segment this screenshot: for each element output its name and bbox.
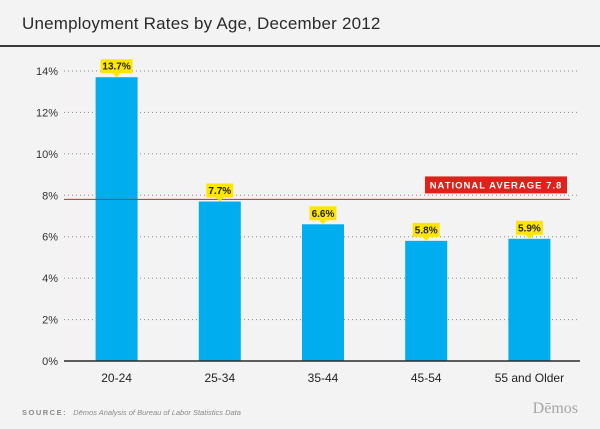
y-tick-label: 8% <box>42 190 58 202</box>
x-tick-label: 20-24 <box>101 371 132 385</box>
data-label-box <box>206 183 234 198</box>
bar-data-labels: 13.7% 7.7% 6.6% 5.8% 5.9% <box>100 59 543 241</box>
data-label-pointer <box>215 197 224 202</box>
data-label-pointer <box>525 234 534 239</box>
data-label-box <box>412 222 440 237</box>
data-label-callout: 5.9% <box>515 220 543 239</box>
data-label: 5.8% <box>415 225 438 236</box>
x-tick-label: 45-54 <box>411 371 442 385</box>
data-label-callout: 5.8% <box>412 222 440 241</box>
y-tick-label: 2% <box>42 315 58 327</box>
data-label-pointer <box>112 73 121 78</box>
source-label: SOURCE: <box>22 408 68 417</box>
data-label-box <box>100 59 133 74</box>
title-divider <box>0 45 600 47</box>
source-text: Dēmos Analysis of Bureau of Labor Statis… <box>73 408 241 417</box>
y-tick-label: 10% <box>36 149 58 161</box>
reference-label-box <box>425 176 567 194</box>
data-label: 6.6% <box>312 209 335 220</box>
brand-logo: Dēmos <box>532 400 578 417</box>
data-label-box <box>515 220 543 235</box>
y-tick-label: 6% <box>42 232 58 244</box>
data-label: 5.9% <box>518 223 541 234</box>
bars <box>95 77 551 361</box>
bar <box>95 77 138 361</box>
y-tick-label: 14% <box>36 66 58 78</box>
bar <box>508 238 551 361</box>
x-axis-tick-labels: 20-24 25-34 35-44 45-54 55 and Older <box>101 371 564 385</box>
bar <box>302 224 344 361</box>
y-tick-label: 4% <box>42 273 58 285</box>
source-note: SOURCE: Dēmos Analysis of Bureau of Labo… <box>22 408 241 417</box>
data-label-box <box>309 206 337 221</box>
data-label-callout: 6.6% <box>309 206 337 225</box>
chart-title: Unemployment Rates by Age, December 2012 <box>22 14 381 33</box>
y-axis-tick-labels: 0% 2% 4% 6% 8% 10% 12% 14% <box>36 66 58 368</box>
bar <box>198 201 241 361</box>
data-label-callout: 13.7% <box>100 59 133 78</box>
reference-label: NATIONAL AVERAGE 7.8 <box>430 180 563 191</box>
national-average-reference: NATIONAL AVERAGE 7.8 <box>64 176 570 200</box>
x-tick-label: 25-34 <box>204 371 235 385</box>
data-label: 13.7% <box>102 62 130 73</box>
data-label-pointer <box>422 236 431 241</box>
x-tick-label: 35-44 <box>308 371 339 385</box>
y-tick-label: 12% <box>36 107 58 119</box>
y-tick-label: 0% <box>42 356 58 368</box>
data-label-callout: 7.7% <box>206 183 234 202</box>
bar <box>405 240 448 361</box>
x-tick-label: 55 and Older <box>495 371 564 385</box>
data-label: 7.7% <box>208 186 231 197</box>
data-label-pointer <box>319 220 327 225</box>
